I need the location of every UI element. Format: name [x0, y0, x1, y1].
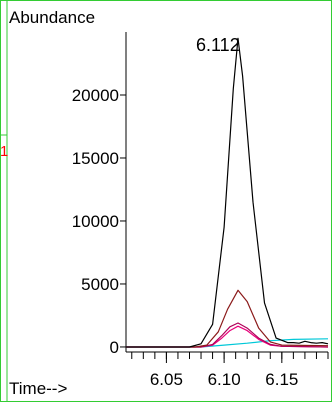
y-tick-label: 0 [110, 338, 119, 357]
y-tick-label: 5000 [81, 275, 119, 294]
x-tick-label: 6.10 [208, 370, 241, 389]
y-axis-label: Abundance [9, 8, 95, 27]
x-tick-label: 6.15 [265, 370, 298, 389]
x-axis-label: Time--> [9, 379, 67, 398]
series-line [126, 289, 329, 348]
axes: 0 5000 10000 15000 20000 6.05 6.10 6.15 [72, 32, 329, 389]
series-line [126, 37, 329, 348]
series-group [126, 37, 329, 348]
y-tick-label: 15000 [72, 149, 119, 168]
y-tick-label: 20000 [72, 86, 119, 105]
side-marker: 1 [0, 143, 8, 160]
series-line [126, 322, 329, 348]
peak-label: 6.112 [196, 35, 240, 55]
x-tick-label: 6.05 [150, 370, 183, 389]
y-tick-label: 10000 [72, 212, 119, 231]
